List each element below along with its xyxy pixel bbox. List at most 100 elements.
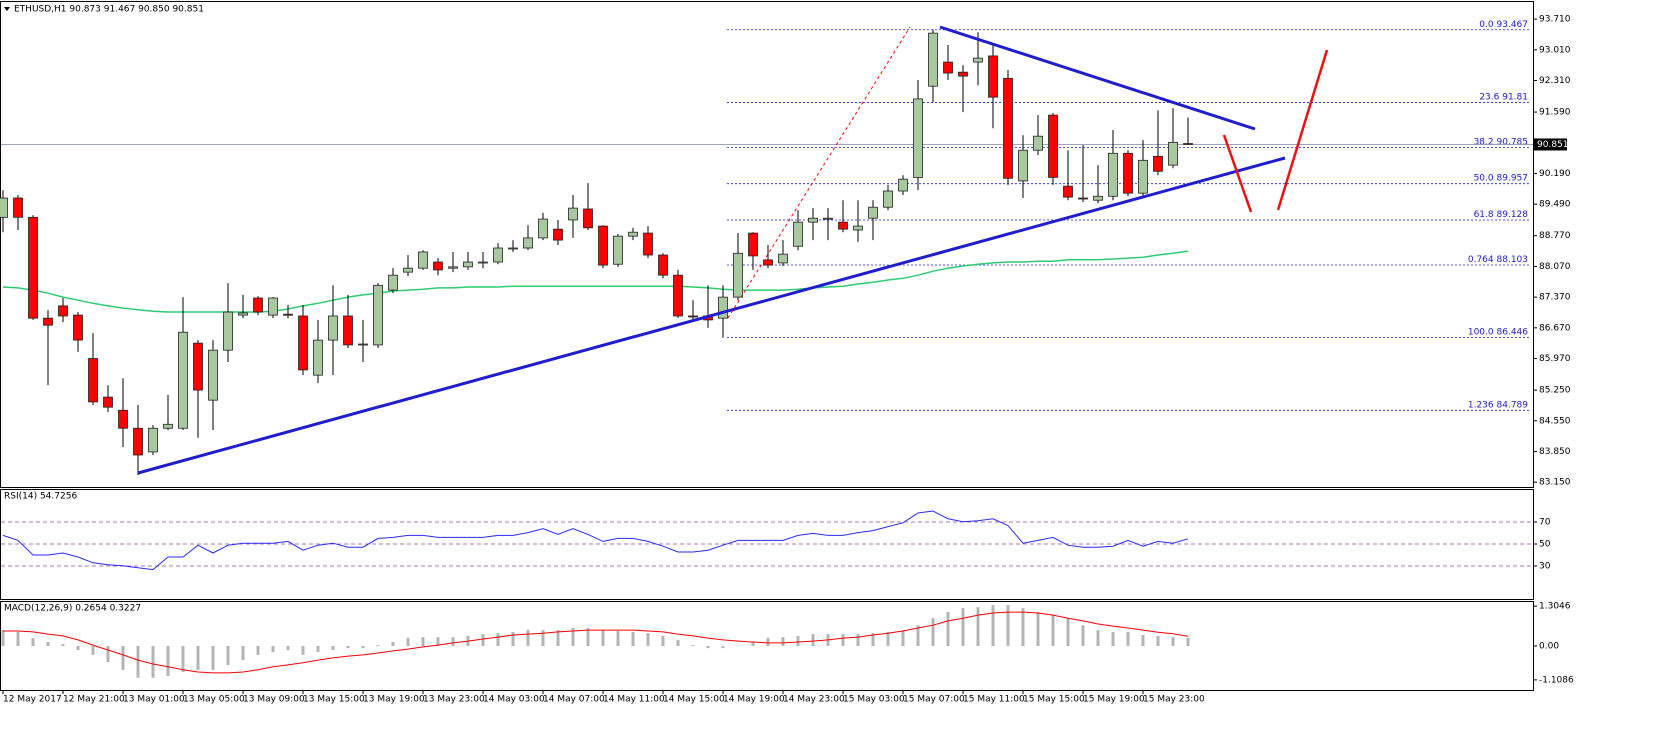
candle-body — [148, 427, 158, 453]
macd-bar — [781, 637, 785, 646]
candle-body — [193, 342, 203, 391]
x-tick-label: 15 May 07:00 — [903, 695, 965, 705]
macd-bar — [346, 646, 350, 649]
candle-body — [898, 178, 908, 192]
macd-bar — [586, 627, 590, 646]
candle-body — [103, 396, 113, 408]
candle-body — [718, 296, 728, 319]
y-tick-label: 1.3046 — [1539, 602, 1571, 612]
macd-bar — [481, 634, 485, 646]
candle-body — [493, 247, 503, 263]
candle-body — [388, 274, 398, 291]
macd-bar — [871, 633, 875, 646]
candle-body — [163, 423, 173, 429]
candle-body — [508, 247, 518, 250]
macd-bar — [1111, 631, 1115, 646]
collapse-icon — [4, 7, 10, 11]
candle-body — [628, 231, 638, 237]
candle-body — [583, 208, 593, 229]
candle-body — [463, 261, 473, 268]
candle-body — [568, 207, 578, 221]
x-tick-label: 13 May 09:00 — [243, 695, 305, 705]
candle-body — [868, 206, 878, 219]
last-price-box — [1534, 138, 1567, 151]
macd-bar — [931, 618, 935, 646]
candle-body — [1153, 155, 1163, 172]
fib-price: 89.128 — [1497, 210, 1529, 220]
candle-body — [133, 427, 143, 456]
x-tick-label: 12 May 21:00 — [63, 695, 125, 705]
macd-bar — [136, 646, 140, 678]
candle-body — [523, 237, 533, 249]
x-tick-label: 13 May 15:00 — [303, 695, 365, 705]
macd-bar — [391, 642, 395, 646]
y-tick-label: 85.970 — [1539, 354, 1571, 364]
fib-label: 100.0 86.446 — [1468, 327, 1528, 337]
fib-price: 93.467 — [1497, 19, 1529, 29]
macd-bar — [706, 646, 710, 649]
x-tick-label: 14 May 19:00 — [723, 695, 785, 705]
macd-bar — [526, 630, 530, 646]
candle-body — [1168, 141, 1178, 166]
macd-bar — [331, 646, 335, 650]
fib-label: 50.0 89.957 — [1474, 173, 1528, 183]
candle-body — [1123, 152, 1133, 194]
fib-price: 88.103 — [1497, 254, 1529, 264]
candle-body — [748, 232, 758, 257]
fib-label: 1.236 84.789 — [1468, 400, 1528, 410]
fib-ratio: 0.764 — [1468, 254, 1494, 264]
y-tick-label: -1.1086 — [1539, 675, 1574, 685]
candle-body — [613, 235, 623, 265]
macd-bar — [256, 646, 260, 655]
candle-body — [283, 313, 293, 316]
fib-ratio: 0.0 — [1479, 19, 1494, 29]
x-tick-label: 12 May 2017 — [3, 695, 62, 705]
candle-body — [988, 55, 998, 98]
fib-label: 61.8 89.128 — [1474, 210, 1529, 220]
y-tick-label: 83.150 — [1539, 478, 1571, 488]
fib-label: 38.2 90.785 — [1474, 137, 1528, 147]
candle-body — [1018, 149, 1028, 182]
candle-body — [943, 61, 953, 74]
candle-body — [73, 314, 83, 341]
macd-bar — [1006, 605, 1010, 646]
x-tick-label: 13 May 01:00 — [123, 695, 185, 705]
x-tick-label: 15 May 23:00 — [1143, 695, 1205, 705]
main-title: ETHUSD,H1 90.873 91.467 90.850 90.851 — [14, 5, 204, 15]
fib-label: 23.6 91.81 — [1479, 92, 1528, 102]
macd-bar — [961, 608, 965, 646]
candle-body — [778, 253, 788, 264]
fib-label: 0.764 88.103 — [1468, 254, 1528, 264]
macd-bar — [496, 633, 500, 646]
main-panel — [0, 1, 1534, 488]
candle-body — [1138, 159, 1148, 194]
candle-body — [268, 297, 278, 316]
macd-bar — [1036, 612, 1040, 646]
macd-bar — [451, 637, 455, 646]
macd-title: MACD(12,26,9) 0.2654 0.3227 — [4, 604, 141, 614]
candle-body — [1033, 135, 1043, 151]
y-tick-label: 90.190 — [1539, 169, 1571, 179]
candle-body — [58, 305, 68, 317]
macd-bar — [1051, 615, 1055, 646]
candle-body — [973, 57, 983, 63]
y-tick-label: 83.850 — [1539, 447, 1571, 457]
macd-bar — [721, 646, 725, 649]
macd-bar — [646, 633, 650, 646]
macd-bar — [1021, 608, 1025, 646]
macd-bar — [61, 643, 65, 646]
macd-bar — [886, 631, 890, 646]
macd-bar — [376, 645, 380, 646]
macd-bar — [631, 631, 635, 646]
fib-price: 86.446 — [1497, 327, 1529, 337]
y-tick-label: 30 — [1539, 562, 1551, 572]
candle-body — [808, 217, 818, 223]
y-tick-label: 87.370 — [1539, 293, 1571, 303]
candle-body — [403, 267, 413, 273]
y-tick-label: 84.550 — [1539, 416, 1571, 426]
macd-bar — [301, 646, 305, 655]
macd-bar — [571, 627, 575, 646]
macd-bar — [991, 605, 995, 646]
candle-body — [883, 190, 893, 208]
fib-ratio: 23.6 — [1479, 92, 1499, 102]
